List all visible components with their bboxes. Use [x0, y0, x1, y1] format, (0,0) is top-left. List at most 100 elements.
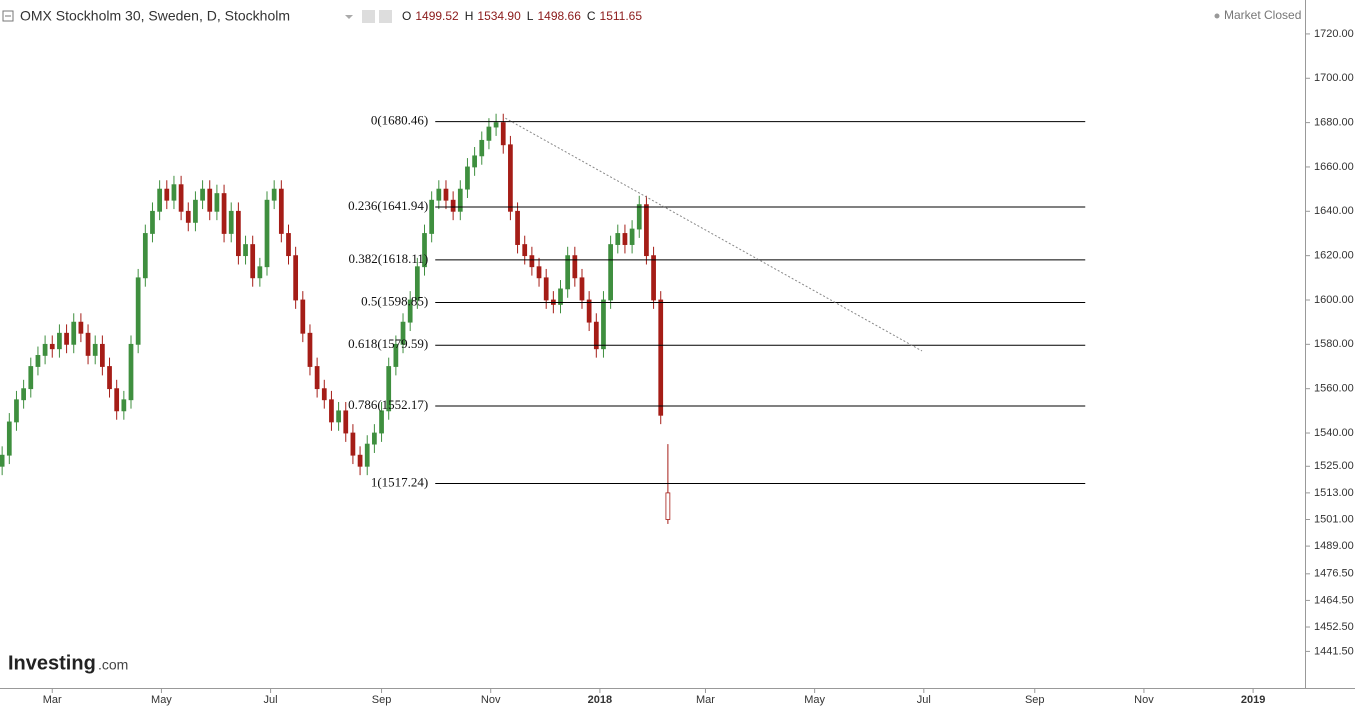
- candle-body: [271, 188, 277, 201]
- y-tick-label: 1640.00: [1314, 205, 1354, 217]
- candle-body: [536, 266, 542, 279]
- candle-body: [107, 366, 112, 390]
- candle-body: [615, 233, 621, 245]
- collapse-icon[interactable]: [2, 10, 14, 22]
- candle-body: [92, 343, 98, 356]
- candle-body: [35, 355, 41, 367]
- settings-icon[interactable]: [379, 10, 392, 23]
- candle-body: [193, 199, 198, 223]
- candle-body: [400, 321, 406, 345]
- candle-body: [14, 399, 19, 423]
- candle-body: [386, 366, 392, 412]
- x-tick-label: Jul: [917, 694, 931, 706]
- candle-body: [293, 255, 299, 301]
- candle-body: [42, 343, 48, 356]
- candle-body: [221, 193, 227, 234]
- x-tick-label: May: [804, 694, 825, 706]
- candle-body: [150, 210, 155, 234]
- candle-body: [228, 210, 234, 234]
- status-dot: [1214, 13, 1220, 19]
- y-tick-label: 1452.50: [1314, 621, 1354, 633]
- candle-body: [57, 332, 62, 350]
- y-tick-label: 1680.00: [1314, 117, 1354, 129]
- logo: Investing: [8, 652, 96, 674]
- candle-body: [586, 299, 592, 323]
- candle-body: [21, 388, 26, 401]
- candle-body: [121, 399, 127, 412]
- candle-body: [515, 210, 520, 245]
- candle-body: [450, 199, 456, 212]
- settings-icon[interactable]: [362, 10, 375, 23]
- candle-body: [164, 188, 170, 201]
- candle-body: [479, 139, 485, 157]
- x-tick-label: Mar: [696, 694, 715, 706]
- candle-body: [114, 388, 120, 412]
- fib-label: 0.5(1598.85): [361, 294, 428, 309]
- ohlc-key: L: [527, 9, 534, 23]
- chart-title: OMX Stockholm 30, Sweden, D, Stockholm: [20, 8, 290, 24]
- candle-body: [658, 299, 664, 416]
- y-tick-label: 1560.00: [1314, 383, 1354, 395]
- candle-body: [422, 233, 427, 268]
- candle-body: [307, 332, 313, 367]
- candle-body: [135, 277, 141, 345]
- fib-label: 0.382(1618.11): [349, 251, 429, 266]
- ohlc-value: 1511.65: [600, 9, 643, 23]
- candle-body: [644, 204, 649, 257]
- candle-body: [429, 199, 435, 234]
- candle-body: [565, 255, 571, 290]
- candle-body: [71, 321, 77, 345]
- candle-body: [601, 299, 606, 350]
- ohlc-key: O: [402, 9, 411, 23]
- y-tick-label: 1700.00: [1314, 72, 1354, 84]
- candle-body: [243, 244, 248, 257]
- candle-body: [185, 210, 191, 223]
- dropdown-arrow[interactable]: [345, 15, 353, 19]
- candle-body: [393, 343, 399, 367]
- y-tick-label: 1464.50: [1314, 594, 1354, 606]
- x-tick-label: Sep: [372, 694, 392, 706]
- candle-body: [300, 299, 306, 334]
- candle-body: [257, 266, 263, 279]
- candle-body: [472, 155, 477, 168]
- y-tick-label: 1489.00: [1314, 540, 1354, 552]
- candle-body: [558, 288, 563, 305]
- y-tick-label: 1501.00: [1314, 513, 1354, 525]
- ohlc-key: H: [465, 9, 474, 23]
- candle-body: [236, 210, 241, 257]
- candle-body: [200, 188, 205, 201]
- candle-body: [529, 255, 535, 268]
- y-tick-label: 1441.50: [1314, 645, 1354, 657]
- fib-label: 0.786(1552.17): [348, 397, 428, 412]
- candle-body: [214, 193, 220, 212]
- x-tick-label: May: [151, 694, 172, 706]
- candle-body: [336, 410, 341, 423]
- y-tick-label: 1525.00: [1314, 460, 1354, 472]
- candle-body: [407, 299, 413, 323]
- candle-body: [443, 188, 449, 201]
- y-tick-label: 1476.50: [1314, 568, 1354, 580]
- candle-body: [629, 228, 635, 245]
- candle-body: [579, 277, 585, 301]
- market-status: Market Closed: [1224, 8, 1301, 22]
- candle-body: [78, 321, 84, 334]
- candle-body: [28, 366, 34, 390]
- x-tick-label: Mar: [43, 694, 62, 706]
- candle-body: [593, 321, 599, 350]
- candle-body: [651, 255, 656, 301]
- candle-body: [64, 332, 69, 345]
- candle-body: [379, 410, 384, 434]
- ohlc-key: C: [587, 9, 596, 23]
- candle-body: [493, 122, 499, 128]
- candle-body: [99, 343, 105, 367]
- candle-body: [250, 244, 256, 279]
- candle-body: [350, 432, 356, 456]
- candle-body: [314, 366, 320, 390]
- logo-suffix: .com: [98, 657, 128, 673]
- candle-body: [414, 266, 420, 301]
- candle-body: [85, 332, 91, 356]
- candle-body: [357, 454, 363, 467]
- trend-line: [505, 117, 923, 352]
